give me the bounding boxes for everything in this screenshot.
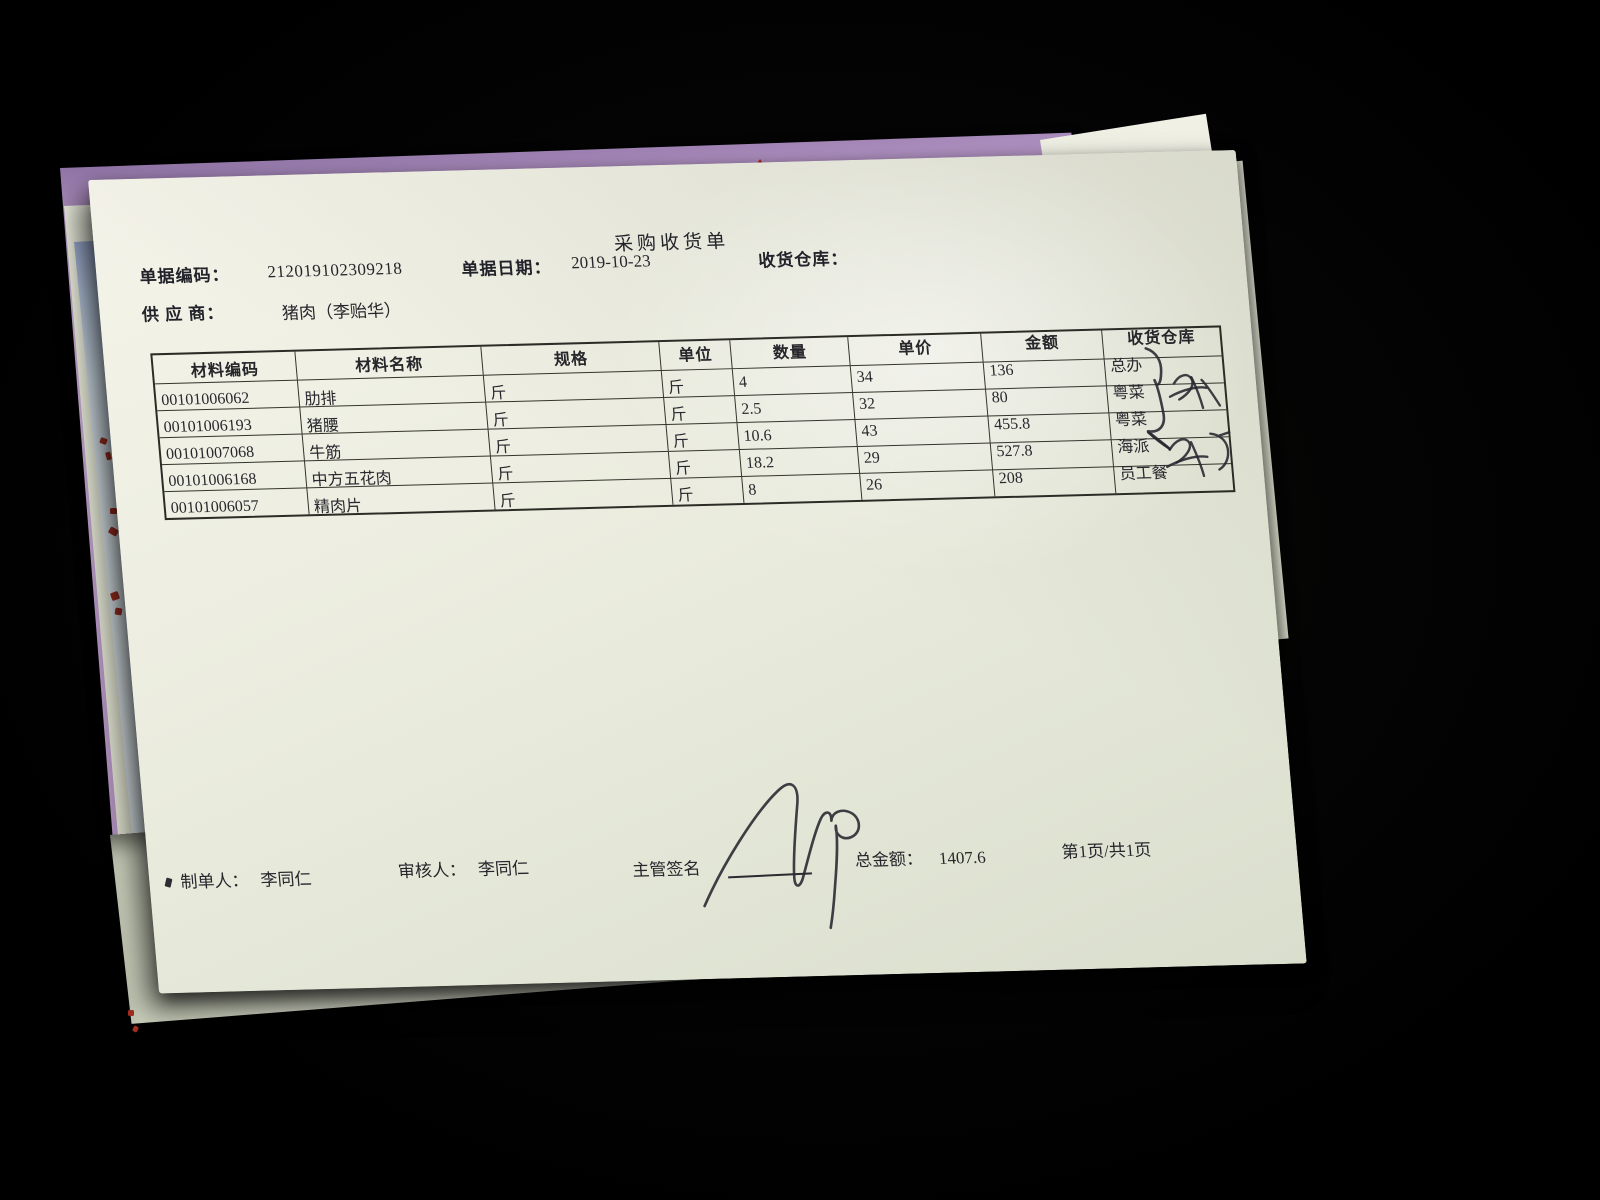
table-cell: 26	[860, 470, 996, 500]
receipt-paper: 采购收货单 单据编码： 212019102309218 单据日期： 2019-1…	[88, 149, 1307, 994]
preparer-field: 制单人： 李同仁	[179, 864, 313, 892]
supplier-value: 猪肉（李贻华）	[281, 300, 402, 323]
total-label: 总金额：	[854, 849, 924, 871]
supplier-label: 供 应 商：	[141, 303, 226, 325]
items-table: 材料编码 材料名称 规格 单位 数量 单价 金额 收货仓库 00101006062 肋排斤斤 4 34…	[150, 325, 1236, 521]
table-cell: 00101006062	[154, 380, 301, 412]
table-cell: 32	[853, 389, 989, 420]
table-header-cell: 单价	[848, 333, 984, 367]
table-cell: 斤	[493, 478, 674, 510]
table-cell: 斤	[668, 450, 743, 479]
table-header-cell: 材料编码	[152, 351, 298, 385]
reviewer-label: 审核人：	[397, 860, 467, 882]
table-cell: 208	[993, 467, 1117, 497]
table-header-cell: 金额	[981, 330, 1105, 363]
table-cell: 斤	[666, 423, 740, 452]
table-cell: 455.8	[988, 413, 1112, 444]
total-field: 总金额： 1407.6	[854, 843, 987, 871]
table-cell: 斤	[661, 369, 736, 398]
doc-code-value: 212019102309218	[266, 258, 404, 282]
table-cell: 00101006193	[157, 407, 303, 439]
preparer-label: 制单人：	[179, 871, 250, 892]
table-cell: 136	[983, 359, 1108, 390]
table-cell: 18.2	[739, 446, 861, 477]
table-cell: 斤	[671, 476, 745, 505]
supervisor-signature-ink	[703, 783, 861, 930]
reviewer-name: 李同仁	[477, 858, 530, 880]
reviewer-field: 审核人： 李同仁	[397, 854, 530, 882]
table-header-cell: 规格	[481, 342, 662, 376]
table-cell: 43	[855, 416, 991, 447]
table-cell: 00101006057	[164, 488, 310, 519]
ink-blot	[164, 877, 173, 888]
table-cell: 8	[742, 473, 863, 503]
signature-line	[728, 872, 813, 879]
table-cell: 2.5	[735, 393, 856, 424]
red-print-fragment	[128, 1010, 134, 1016]
total-value: 1407.6	[938, 847, 987, 868]
red-print-fragment	[131, 1025, 140, 1033]
table-cell: 80	[986, 386, 1110, 417]
warehouse-label: 收货仓库：	[757, 249, 850, 271]
table-cell: 员工餐	[1118, 464, 1169, 484]
doc-code-label: 单据编码：	[138, 265, 231, 287]
preparer-name: 李同仁	[259, 869, 313, 890]
red-print-fragment	[110, 508, 117, 514]
table-cell: 527.8	[990, 440, 1115, 471]
table-cell: 斤	[664, 396, 738, 425]
table-cell: 00101007068	[159, 434, 305, 466]
doc-date-label: 单据日期：	[460, 257, 553, 280]
page-info: 第1页/共1页	[1060, 840, 1153, 862]
table-cell: 00101006168	[162, 461, 308, 493]
table-cell: 4	[732, 366, 854, 397]
doc-date-value: 2019-10-23	[570, 251, 652, 273]
table-cell: 34	[850, 362, 987, 394]
table-cell: 29	[857, 443, 994, 474]
red-print-fragment	[114, 607, 123, 616]
table-cell: 10.6	[737, 419, 858, 451]
supervisor-sign-label: 主管签名	[631, 859, 702, 880]
table-header-cell: 单位	[659, 340, 733, 372]
table-header-cell: 数量	[730, 337, 851, 370]
